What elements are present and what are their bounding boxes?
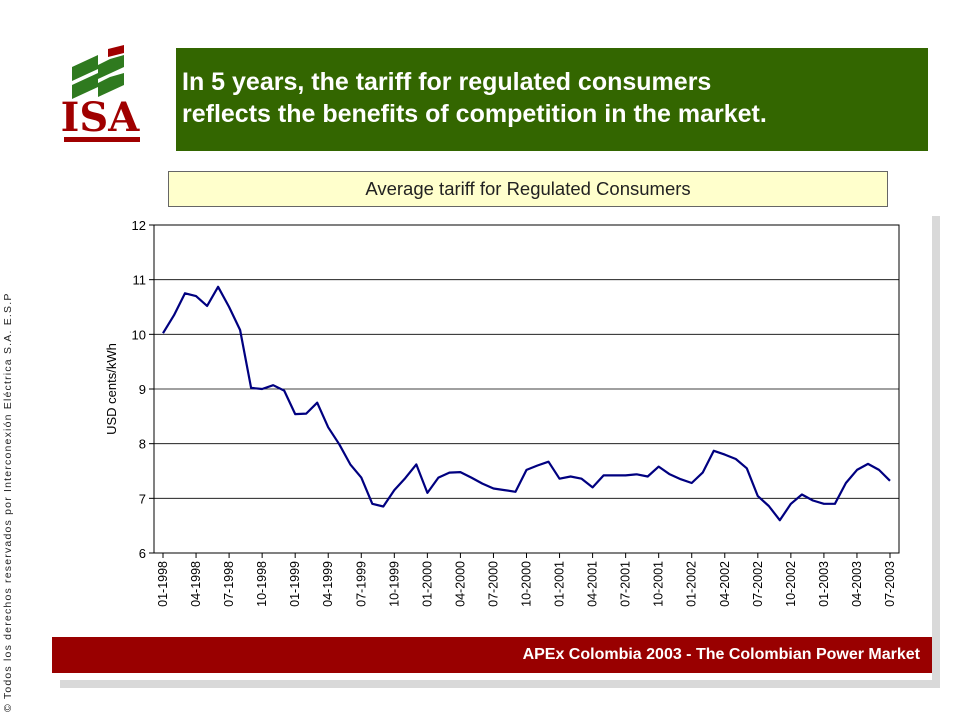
x-tick-label: 04-2000 (453, 561, 467, 607)
y-tick-label: 11 (133, 273, 147, 288)
slide-title: In 5 years, the tariff for regulated con… (176, 48, 928, 151)
x-tick-label: 04-2003 (850, 561, 864, 607)
x-tick-label: 07-1998 (222, 561, 236, 607)
y-tick-label: 9 (139, 382, 146, 397)
title-line-2: reflects the benefits of competition in … (182, 100, 767, 128)
x-tick-label: 04-2002 (718, 561, 732, 607)
x-tick-label: 07-2000 (486, 561, 500, 607)
x-tick-label: 01-2003 (817, 561, 831, 607)
x-tick-label: 10-1999 (387, 561, 401, 607)
y-tick-label: 8 (139, 437, 146, 452)
x-tick-label: 10-2002 (784, 561, 798, 607)
x-tick-label: 07-1999 (354, 561, 368, 607)
title-line-1: In 5 years, the tariff for regulated con… (182, 68, 712, 96)
x-tick-label: 01-2001 (553, 561, 567, 607)
x-tick-label: 10-2000 (520, 561, 534, 607)
footer-text: APEx Colombia 2003 - The Colombian Power… (522, 646, 920, 663)
y-axis-label: USD cents/kWh (104, 343, 119, 435)
x-tick-label: 04-1999 (321, 561, 335, 607)
y-tick-label: 10 (132, 327, 146, 342)
svg-text:ISA: ISA (61, 94, 141, 141)
x-tick-label: 01-2000 (420, 561, 434, 607)
x-tick-label: 04-2001 (586, 561, 600, 607)
footer-bar: APEx Colombia 2003 - The Colombian Power… (52, 637, 932, 673)
x-tick-label: 04-1998 (189, 561, 203, 607)
chart-area: 6 7 8 9 10 11 12 01-1998 04-1998 07-1998 10-1998 01… (52, 208, 932, 680)
copyright-note: © Todos los derechos reservados por Inte… (2, 292, 14, 712)
x-tick-label: 07-2002 (751, 561, 765, 607)
x-tick-label: 10-1998 (255, 561, 269, 607)
isa-logo: ISA (50, 45, 150, 145)
x-tick-label: 07-2003 (883, 561, 897, 607)
x-tick-label: 07-2001 (619, 561, 633, 607)
x-tick-label: 01-1998 (156, 561, 170, 607)
x-tick-label: 01-2002 (685, 561, 699, 607)
x-tick-label: 01-1999 (288, 561, 302, 607)
tariff-line-chart: 6 7 8 9 10 11 12 01-1998 04-1998 07-1998 10-1998 01… (104, 218, 900, 607)
x-tick-label: 10-2001 (652, 561, 666, 607)
y-tick-label: 7 (139, 491, 146, 506)
tariff-series-line (162, 285, 891, 522)
chart-title: Average tariff for Regulated Consumers (168, 171, 888, 207)
y-tick-label: 12 (132, 218, 146, 233)
y-tick-label: 6 (139, 546, 146, 561)
